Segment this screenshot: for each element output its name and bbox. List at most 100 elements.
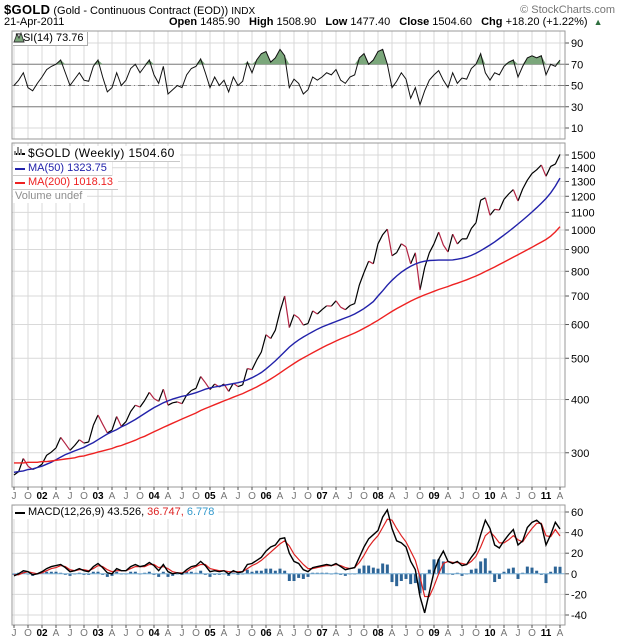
svg-text:A: A <box>557 491 564 502</box>
ma50-line-swatch <box>15 167 25 170</box>
svg-text:1400: 1400 <box>571 163 595 175</box>
svg-text:J: J <box>516 491 521 502</box>
svg-text:10: 10 <box>571 123 583 135</box>
svg-text:A: A <box>501 491 508 502</box>
svg-text:A: A <box>109 491 116 502</box>
svg-text:900: 900 <box>571 245 589 257</box>
svg-text:0: 0 <box>571 569 577 581</box>
quote-date: 21-Apr-2011 <box>4 16 65 28</box>
chg-value: +18.20 (+1.22%) <box>505 16 588 28</box>
up-arrow-icon: ▲ <box>593 17 603 27</box>
svg-text:O: O <box>360 628 368 639</box>
price-legend-row-ma200: MA(200) 1018.13 <box>13 176 118 190</box>
svg-text:90: 90 <box>571 38 583 50</box>
svg-text:04: 04 <box>148 491 160 502</box>
svg-text:1200: 1200 <box>571 191 595 203</box>
svg-text:J: J <box>348 491 353 502</box>
svg-text:06: 06 <box>260 628 272 639</box>
svg-text:A: A <box>445 628 452 639</box>
symbol-name: (Gold - Continuous Contract (EOD)) <box>53 5 229 17</box>
svg-text:08: 08 <box>372 628 384 639</box>
svg-text:A: A <box>221 491 228 502</box>
svg-text:600: 600 <box>571 320 589 332</box>
svg-text:02: 02 <box>36 491 48 502</box>
volume-bars-icon <box>14 147 22 155</box>
svg-text:30: 30 <box>571 102 583 114</box>
svg-text:J: J <box>124 628 129 639</box>
svg-text:O: O <box>416 491 424 502</box>
svg-text:09: 09 <box>428 628 440 639</box>
svg-text:40: 40 <box>571 528 583 540</box>
low-label: Low <box>325 16 348 28</box>
chg-label: Chg <box>481 16 503 28</box>
svg-text:O: O <box>248 491 256 502</box>
svg-text:J: J <box>68 491 73 502</box>
svg-text:J: J <box>460 628 465 639</box>
svg-text:07: 07 <box>316 491 328 502</box>
svg-text:J: J <box>516 628 521 639</box>
svg-text:11: 11 <box>541 628 552 639</box>
rsi-area-icon <box>13 32 25 43</box>
svg-text:08: 08 <box>372 491 384 502</box>
svg-text:A: A <box>277 628 284 639</box>
svg-text:J: J <box>180 628 185 639</box>
svg-text:A: A <box>277 491 284 502</box>
svg-text:O: O <box>472 628 480 639</box>
high-value: 1508.90 <box>276 16 317 28</box>
svg-text:A: A <box>165 491 172 502</box>
svg-text:A: A <box>165 628 172 639</box>
svg-text:05: 05 <box>204 491 216 502</box>
svg-text:60: 60 <box>571 507 583 519</box>
svg-text:O: O <box>24 628 32 639</box>
svg-text:50: 50 <box>571 81 583 93</box>
open-value: 1485.90 <box>200 16 240 28</box>
svg-text:O: O <box>304 628 312 639</box>
svg-text:O: O <box>192 628 200 639</box>
stockcharts-watermark: © StockCharts.com <box>520 4 615 16</box>
price-legend: $GOLD (Weekly) 1504.60 MA(50) 1323.75 MA… <box>13 146 180 203</box>
svg-text:J: J <box>348 628 353 639</box>
svg-text:A: A <box>221 628 228 639</box>
svg-text:70: 70 <box>571 59 583 71</box>
price-legend-row-volume: Volume undef <box>13 147 88 203</box>
price-legend-label: $GOLD (Weekly) 1504.60 <box>28 146 175 160</box>
high-label: High <box>249 16 274 28</box>
svg-text:A: A <box>445 491 452 502</box>
svg-text:-40: -40 <box>571 610 587 622</box>
svg-text:500: 500 <box>571 353 589 365</box>
svg-text:1300: 1300 <box>571 176 595 188</box>
close-value: 1504.60 <box>432 16 473 28</box>
svg-text:J: J <box>180 491 185 502</box>
svg-text:1000: 1000 <box>571 225 595 237</box>
svg-text:J: J <box>12 491 17 502</box>
symbol-exchange: INDX <box>231 6 256 17</box>
svg-text:700: 700 <box>571 291 589 303</box>
svg-text:A: A <box>557 628 564 639</box>
low-value: 1477.40 <box>350 16 391 28</box>
price-legend-row-close: $GOLD (Weekly) 1504.60 <box>13 146 180 162</box>
svg-text:20: 20 <box>571 548 583 560</box>
svg-text:J: J <box>404 628 409 639</box>
svg-text:06: 06 <box>260 491 272 502</box>
svg-text:A: A <box>109 628 116 639</box>
svg-text:J: J <box>124 491 129 502</box>
open-label: Open <box>169 16 198 28</box>
svg-text:O: O <box>528 491 536 502</box>
svg-text:O: O <box>80 491 88 502</box>
quote-line: 21-Apr-2011 Open 1485.90 High 1508.90 Lo… <box>4 16 604 28</box>
ma200-legend-label: MA(200) 1018.13 <box>28 176 113 188</box>
chart-header: $GOLD (Gold - Continuous Contract (EOD))… <box>4 2 255 17</box>
svg-text:O: O <box>80 628 88 639</box>
macd-line-swatch <box>15 511 25 514</box>
svg-text:J: J <box>292 491 297 502</box>
svg-text:J: J <box>292 628 297 639</box>
svg-text:O: O <box>136 491 144 502</box>
price-legend-row-ma50: MA(50) 1323.75 <box>13 162 112 176</box>
macd-value: 43.526, <box>107 506 145 518</box>
macd-signal-value: 36.747, <box>147 506 184 518</box>
macd-hist-value: 6.778 <box>186 506 215 518</box>
svg-text:O: O <box>528 628 536 639</box>
svg-text:J: J <box>236 491 241 502</box>
